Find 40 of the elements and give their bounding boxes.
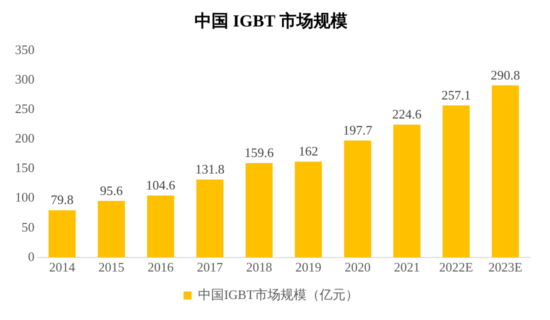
x-tick-label: 2021 — [394, 260, 420, 275]
x-tick-label: 2017 — [196, 260, 224, 275]
y-tick-label: 100 — [15, 190, 34, 205]
x-tick-label: 2023E — [488, 260, 522, 275]
x-tick-label: 2016 — [148, 260, 174, 275]
bar — [196, 179, 224, 258]
x-tick-label: 2019 — [295, 260, 322, 275]
data-label: 159.6 — [244, 144, 274, 160]
bar — [492, 85, 519, 258]
bar — [344, 140, 372, 258]
bar — [48, 210, 76, 258]
data-label: 162 — [298, 144, 318, 159]
y-tick-label: 300 — [15, 71, 34, 86]
x-tick-label: 2022E — [439, 260, 474, 275]
data-label: 95.6 — [100, 182, 124, 198]
data-label: 197.7 — [343, 122, 373, 138]
bar — [246, 163, 273, 258]
y-tick-label: 150 — [15, 160, 34, 176]
y-tick-label: 200 — [15, 130, 34, 146]
y-tick-label: 0 — [28, 248, 34, 264]
y-tick-label: 350 — [15, 42, 34, 57]
x-tick-label: 2014 — [49, 260, 76, 275]
data-label: 104.6 — [146, 177, 176, 192]
data-label: 290.8 — [490, 67, 520, 82]
chart-title: 中国 IGBT 市场规模 — [194, 12, 348, 31]
bar — [393, 124, 420, 258]
x-tick-label: 2018 — [246, 260, 272, 275]
x-tick-label: 2015 — [98, 260, 124, 275]
x-tick-label: 2020 — [344, 260, 371, 275]
data-label: 257.1 — [442, 87, 471, 102]
data-label: 79.8 — [50, 192, 74, 208]
y-tick-label: 250 — [15, 100, 34, 116]
y-tick-label: 50 — [22, 219, 34, 234]
bar — [147, 196, 174, 258]
data-label: 224.6 — [392, 106, 422, 122]
bar — [98, 200, 125, 258]
bar — [442, 105, 470, 258]
legend-label: 中国IGBT市场规模（亿元） — [198, 286, 358, 302]
data-label: 131.8 — [195, 161, 224, 176]
bar — [294, 162, 322, 258]
